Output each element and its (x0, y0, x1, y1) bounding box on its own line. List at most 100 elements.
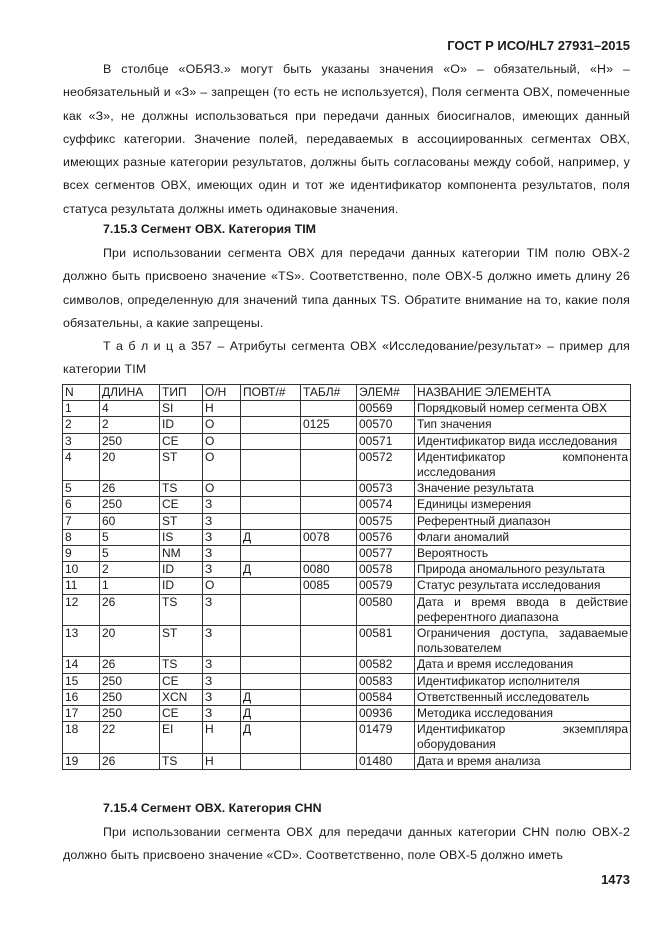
table-cell: CE (159, 672, 203, 690)
table-cell: 8 (62, 528, 100, 547)
table-row: 9 5 NM З 00577 Вероятность (62, 545, 631, 563)
table-cell: Идентификатор компонента исследования (414, 448, 631, 482)
table-cell: 22 (99, 721, 160, 754)
table-row: 12 26 TS З 00580 Дата и время ввода в действи… (62, 593, 631, 627)
table-cell: Порядковый номер сегмента OBX (414, 400, 631, 418)
table-cell (300, 656, 357, 674)
table-row: 15 250 CE З 00583 Идентификатор исполнителя (62, 672, 631, 690)
table-cell (300, 448, 357, 482)
table-cell: Д (240, 561, 301, 579)
table-cell: 1 (62, 400, 100, 418)
table-cell: 2 (99, 561, 160, 579)
table-row: 19 26 TS Н 01480 Дата и время анализа (62, 752, 631, 770)
table-cell: Ограничения доступа, задаваемые пользова… (414, 625, 631, 658)
table-cell (300, 496, 357, 514)
table-cell: TS (159, 593, 203, 627)
table-cell: 5 (62, 480, 100, 498)
table-cell: 00570 (356, 416, 415, 434)
table-cell: Н (202, 752, 241, 770)
page-number: 1473 (601, 872, 630, 887)
column-header: ТАБЛ# (300, 383, 357, 402)
table-cell (300, 672, 357, 690)
table-cell: 250 (99, 432, 160, 450)
table-cell: 17 (62, 705, 100, 723)
table-cell (240, 496, 301, 514)
table-cell: Д (240, 528, 301, 547)
table-cell: Д (240, 688, 301, 707)
table-cell: Дата и время исследования (414, 656, 631, 674)
table-cell (240, 432, 301, 450)
table-cell (240, 416, 301, 434)
table-cell: 20 (99, 625, 160, 658)
table-cell (300, 721, 357, 754)
paragraph-chn: При использовании сегмента OBX для перед… (63, 821, 630, 868)
table-cell: З (202, 561, 241, 579)
table-row: 7 60 ST З 00575 Референтный диапазон (62, 512, 631, 530)
table-cell: Методика исследования (414, 705, 631, 723)
table-cell: IS (159, 528, 203, 547)
table-cell: ID (159, 561, 203, 579)
table-cell: 00575 (356, 512, 415, 530)
table-cell (300, 705, 357, 723)
table-cell (300, 400, 357, 418)
table-cell: 00936 (356, 705, 415, 723)
table-cell: 00577 (356, 545, 415, 563)
table-cell: 3 (62, 432, 100, 450)
table-cell: З (202, 672, 241, 690)
table-cell: Идентификатор исполнителя (414, 672, 631, 690)
column-header: ПОВТ/# (240, 383, 301, 402)
table-cell: З (202, 593, 241, 627)
table-cell: 60 (99, 512, 160, 530)
paragraph-tim: При использовании сегмента OBX для перед… (63, 242, 630, 335)
table-row: 10 2 ID З Д 0080 00578 Природа аномального резу… (62, 561, 631, 579)
paragraph-text: В столбце «ОБЯЗ.» могут быть указаны зна… (63, 62, 630, 216)
table-cell: 00579 (356, 577, 415, 595)
table-cell: 13 (62, 625, 100, 658)
table-cell: Референтный диапазон (414, 512, 631, 530)
table-cell: 12 (62, 593, 100, 627)
table-cell: 9 (62, 545, 100, 563)
table-cell: 01480 (356, 752, 415, 770)
table-row: 3 250 CE О 00571 Идентификатор вида исследова… (62, 432, 631, 450)
table-cell: 00583 (356, 672, 415, 690)
section-heading-chn: 7.15.4 Сегмент OBX. Категория CHN (103, 801, 322, 815)
table-cell: 20 (99, 448, 160, 482)
table-cell: 26 (99, 752, 160, 770)
table-cell: Дата и время анализа (414, 752, 631, 770)
table-row: 4 20 ST О 00572 Идентификатор компонента иссл… (62, 448, 631, 482)
table-row: 5 26 TS О 00573 Значение результата (62, 480, 631, 498)
column-header: ЭЛЕМ# (356, 383, 415, 402)
table-cell: ID (159, 577, 203, 595)
table-cell (240, 672, 301, 690)
obx-attributes-table: N ДЛИНА ТИП О/Н ПОВТ/# ТАБЛ# ЭЛЕМ# НАЗВАНИЕ ЭЛЕ… (62, 383, 631, 770)
table-row: 6 250 CE З 00574 Единицы измерения (62, 496, 631, 514)
table-cell (240, 448, 301, 482)
table-cell: Н (202, 400, 241, 418)
table-cell: 00578 (356, 561, 415, 579)
table-cell: 15 (62, 672, 100, 690)
table-cell: Дата и время ввода в действие референтно… (414, 593, 631, 627)
table-cell: ST (159, 448, 203, 482)
table-cell (300, 752, 357, 770)
table-cell (240, 545, 301, 563)
table-cell: 4 (62, 448, 100, 482)
table-cell: 5 (99, 528, 160, 547)
table-cell: 5 (99, 545, 160, 563)
table-cell: 0125 (300, 416, 357, 434)
paragraph-text: При использовании сегмента OBX для перед… (63, 246, 630, 330)
table-cell: З (202, 688, 241, 707)
table-cell: 1 (99, 577, 160, 595)
column-header: НАЗВАНИЕ ЭЛЕМЕНТА (414, 383, 631, 402)
table-cell: TS (159, 752, 203, 770)
table-row: 11 1 ID О 0085 00579 Статус результата исследо… (62, 577, 631, 595)
table-cell: Идентификатор экземпляра оборудования (414, 721, 631, 754)
table-cell: Д (240, 705, 301, 723)
table-cell: Ответственный исследователь (414, 688, 631, 707)
table-cell: Значение результата (414, 480, 631, 498)
table-cell: О (202, 416, 241, 434)
table-cell (300, 593, 357, 627)
table-cell: EI (159, 721, 203, 754)
table-cell: CE (159, 705, 203, 723)
table-cell: 10 (62, 561, 100, 579)
table-cell: 26 (99, 656, 160, 674)
